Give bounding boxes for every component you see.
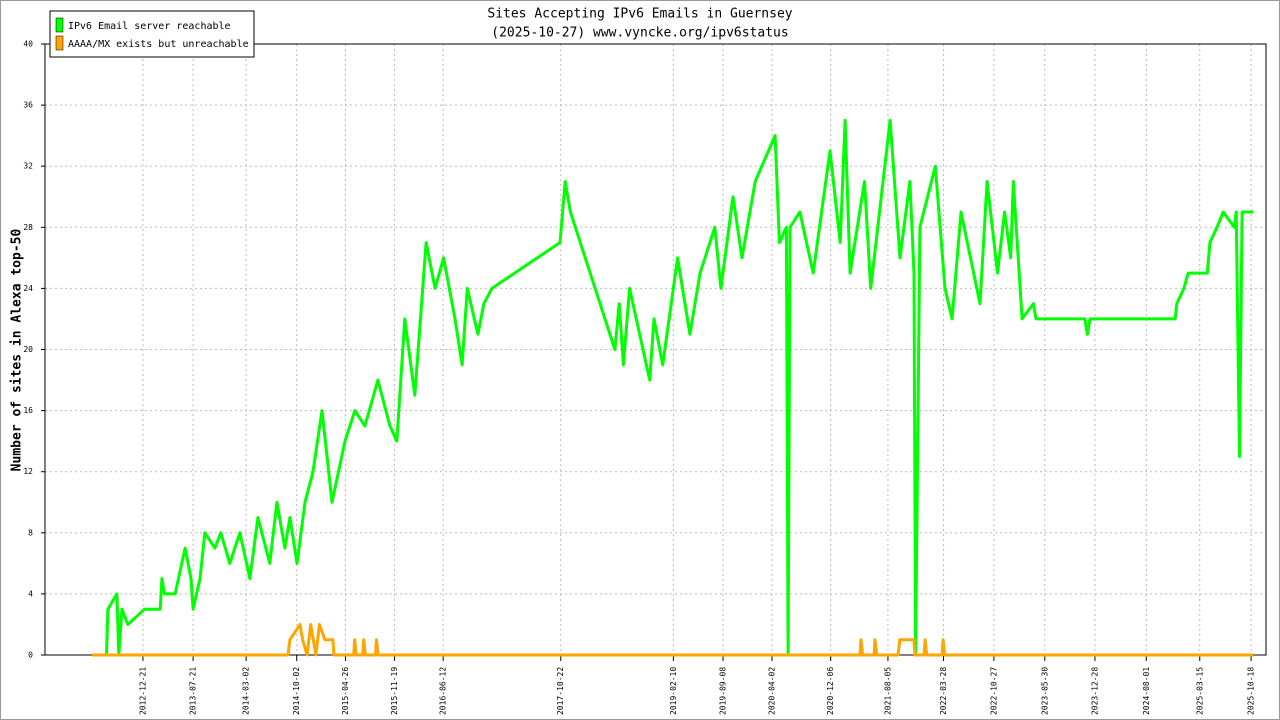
chart-title: Sites Accepting IPv6 Emails in Guernsey xyxy=(487,7,792,22)
x-tick-label: 2021-08-05 xyxy=(883,667,892,715)
chart-subtitle: (2025-10-27) www.vyncke.org/ipv6status xyxy=(491,26,788,41)
y-tick-label: 32 xyxy=(23,162,33,171)
y-tick-label: 0 xyxy=(28,651,33,660)
x-tick-label: 2014-10-02 xyxy=(292,667,301,715)
legend-label: IPv6 Email server reachable xyxy=(68,21,231,32)
data-line xyxy=(91,118,1254,657)
legend-swatch xyxy=(55,35,64,51)
x-tick-label: 2023-05-30 xyxy=(1040,667,1049,715)
y-tick-label: 20 xyxy=(23,345,33,354)
x-tick-label: 2024-08-01 xyxy=(1142,667,1151,715)
x-tick-label: 2025-10-18 xyxy=(1247,667,1256,715)
legend xyxy=(49,10,255,58)
y-tick-label: 40 xyxy=(23,40,33,49)
x-tick-label: 2015-04-26 xyxy=(341,667,350,715)
x-tick-label: 2014-03-02 xyxy=(242,667,251,715)
x-tick-label: 2017-10-22 xyxy=(556,667,565,715)
data-line xyxy=(91,623,1254,657)
y-tick-label: 28 xyxy=(23,223,33,232)
y-tick-label: 12 xyxy=(23,467,33,476)
y-axis-label: Number of sites in Alexa top-50 xyxy=(10,229,25,472)
x-tick-label: 2022-10-27 xyxy=(989,667,998,715)
x-tick-label: 2022-03-28 xyxy=(939,667,948,715)
y-tick-label: 8 xyxy=(28,528,33,537)
x-tick-label: 2016-06-12 xyxy=(439,667,448,715)
y-tick-label: 24 xyxy=(23,284,33,293)
x-tick-label: 2015-11-19 xyxy=(390,667,399,715)
legend-label: AAAA/MX exists but unreachable xyxy=(68,39,249,50)
x-tick-label: 2013-07-21 xyxy=(189,667,198,715)
x-tick-label: 2020-12-06 xyxy=(826,667,835,715)
y-tick-label: 36 xyxy=(23,101,33,110)
x-tick-label: 2012-12-21 xyxy=(138,667,147,715)
x-tick-label: 2019-02-10 xyxy=(669,667,678,715)
x-tick-label: 2020-04-02 xyxy=(768,667,777,715)
x-tick-label: 2019-09-08 xyxy=(719,667,728,715)
x-tick-label: 2023-12-28 xyxy=(1090,667,1099,715)
y-tick-label: 16 xyxy=(23,406,33,415)
y-tick-label: 4 xyxy=(28,589,33,598)
legend-swatch xyxy=(55,17,64,33)
x-tick-label: 2025-03-15 xyxy=(1195,667,1204,715)
